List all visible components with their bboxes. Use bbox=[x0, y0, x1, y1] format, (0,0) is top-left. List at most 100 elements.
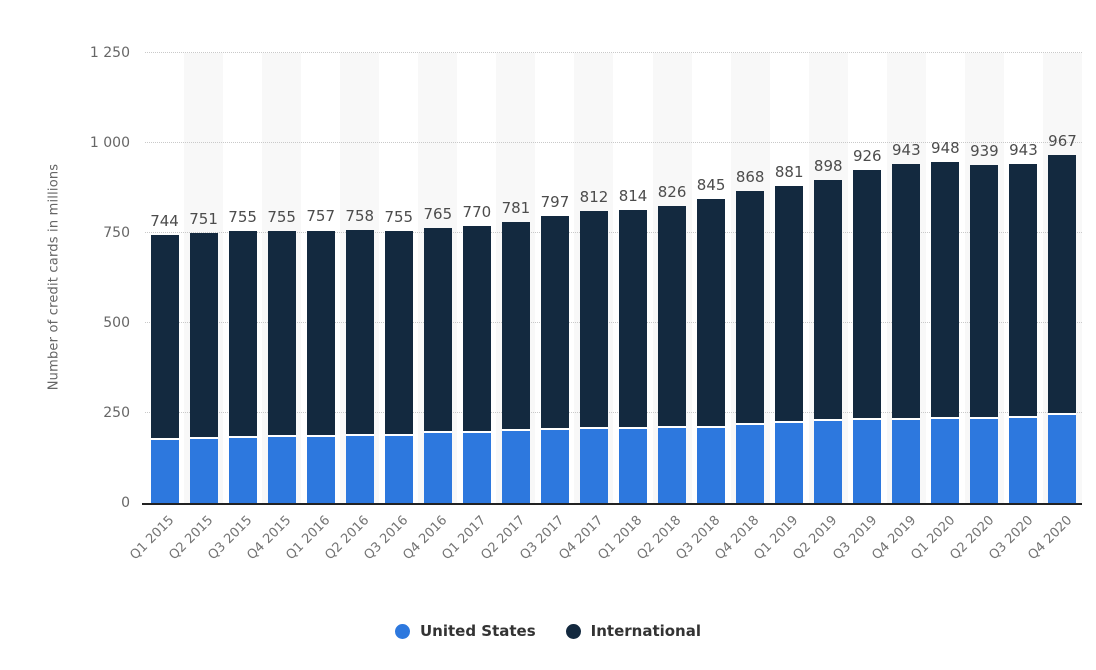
bar-group-q3-2018: 845 bbox=[697, 53, 725, 503]
bar-group-q3-2015: 755 bbox=[228, 53, 257, 503]
x-axis-line bbox=[142, 503, 1082, 505]
bar-segment-united-states[interactable] bbox=[384, 433, 413, 503]
bar-segment-united-states[interactable] bbox=[345, 433, 374, 503]
legend: United States International bbox=[0, 622, 1096, 640]
bar-group-q3-2017: 797 bbox=[541, 53, 569, 503]
bar-group-q1-2016: 757 bbox=[306, 53, 336, 503]
bar-segment-international[interactable] bbox=[970, 164, 999, 417]
bar-total-label: 943 bbox=[891, 140, 921, 159]
bar-segment-international[interactable] bbox=[345, 230, 374, 434]
bar-segment-international[interactable] bbox=[658, 205, 687, 426]
bar-total-label: 757 bbox=[306, 207, 336, 226]
bar-segment-united-states[interactable] bbox=[970, 416, 999, 503]
bar-group-q4-2019: 943 bbox=[891, 53, 921, 503]
bar-total-label: 881 bbox=[774, 162, 804, 181]
legend-item-united-states: United States bbox=[394, 622, 536, 640]
bar-segment-international[interactable] bbox=[462, 225, 491, 431]
bar-segment-international[interactable] bbox=[306, 230, 335, 435]
gridline bbox=[145, 232, 1082, 233]
bar-group-q4-2016: 765 bbox=[423, 53, 452, 503]
bar-segment-international[interactable] bbox=[697, 198, 726, 426]
bar-segment-international[interactable] bbox=[189, 232, 218, 438]
bar-segment-united-states[interactable] bbox=[892, 417, 921, 503]
bar-segment-international[interactable] bbox=[540, 216, 569, 428]
bar-group-q1-2015: 744 bbox=[150, 53, 179, 503]
bar-total-label: 812 bbox=[579, 187, 609, 206]
bar-segment-united-states[interactable] bbox=[775, 420, 804, 503]
bar-segment-united-states[interactable] bbox=[1048, 413, 1077, 503]
bar-segment-international[interactable] bbox=[814, 179, 843, 420]
bar-segment-international[interactable] bbox=[579, 210, 608, 427]
y-tick-label: 250 bbox=[103, 405, 130, 421]
bar-segment-united-states[interactable] bbox=[1009, 416, 1038, 503]
bar-group-q1-2017: 770 bbox=[463, 53, 491, 503]
bar-segment-international[interactable] bbox=[501, 221, 530, 429]
plot-area: 744 751 755 755 757 758 755 765 770 781 797 812 814 8… bbox=[142, 52, 1082, 505]
bar-segment-international[interactable] bbox=[775, 185, 804, 421]
bar-total-label: 898 bbox=[813, 156, 843, 175]
bar-total-label: 868 bbox=[735, 167, 765, 186]
bar-segment-united-states[interactable] bbox=[306, 434, 335, 503]
bar-total-label: 758 bbox=[345, 207, 375, 226]
bar-segment-united-states[interactable] bbox=[462, 431, 491, 503]
bar-total-label: 751 bbox=[189, 209, 218, 228]
bar-segment-international[interactable] bbox=[853, 169, 882, 419]
bar-segment-united-states[interactable] bbox=[423, 431, 452, 503]
bar-total-label: 755 bbox=[267, 208, 296, 227]
bar-group-q4-2018: 868 bbox=[736, 53, 764, 503]
gridline bbox=[145, 412, 1082, 413]
bar-segment-united-states[interactable] bbox=[931, 417, 960, 503]
bar-segment-united-states[interactable] bbox=[267, 434, 296, 503]
bar-segment-united-states[interactable] bbox=[697, 425, 726, 503]
bar-total-label: 948 bbox=[931, 138, 960, 157]
bar-segment-international[interactable] bbox=[892, 163, 921, 418]
bar-segment-international[interactable] bbox=[1048, 154, 1077, 413]
bar-segment-united-states[interactable] bbox=[579, 426, 608, 503]
bar-segment-international[interactable] bbox=[619, 209, 648, 427]
bar-segment-united-states[interactable] bbox=[189, 437, 218, 503]
gridline bbox=[145, 322, 1082, 323]
bar-total-label: 845 bbox=[696, 175, 726, 194]
bar-group-q3-2020: 943 bbox=[1009, 53, 1038, 503]
bar-segment-international[interactable] bbox=[150, 235, 179, 438]
bar-total-label: 967 bbox=[1048, 131, 1077, 150]
bar-segment-united-states[interactable] bbox=[736, 422, 765, 503]
bar-total-label: 797 bbox=[540, 193, 570, 212]
bar-group-q1-2020: 948 bbox=[931, 53, 960, 503]
legend-label-united-states: United States bbox=[419, 622, 536, 640]
bar-segment-united-states[interactable] bbox=[228, 435, 257, 503]
bar-total-label: 770 bbox=[462, 202, 492, 221]
bar-total-label: 744 bbox=[150, 212, 179, 231]
gridline bbox=[145, 52, 1082, 53]
bar-total-label: 814 bbox=[618, 186, 648, 205]
legend-dot-united-states-icon bbox=[394, 623, 410, 639]
gridline bbox=[145, 142, 1082, 143]
bar-segment-international[interactable] bbox=[1009, 163, 1038, 417]
y-tick-label: 0 bbox=[121, 495, 130, 511]
bar-segment-international[interactable] bbox=[384, 231, 413, 434]
bar-group-q4-2017: 812 bbox=[580, 53, 608, 503]
y-tick-label: 500 bbox=[103, 315, 130, 331]
bar-segment-international[interactable] bbox=[931, 161, 960, 418]
bar-segment-united-states[interactable] bbox=[501, 428, 530, 503]
y-tick-label: 750 bbox=[103, 225, 130, 241]
bar-segment-united-states[interactable] bbox=[150, 437, 179, 503]
bar-segment-international[interactable] bbox=[423, 227, 452, 432]
bar-group-q2-2016: 758 bbox=[345, 53, 375, 503]
bar-segment-international[interactable] bbox=[228, 231, 257, 436]
bar-segment-united-states[interactable] bbox=[658, 425, 687, 503]
y-axis-ticks: 0 250 500 750 1 000 1 250 bbox=[0, 0, 130, 670]
bar-total-label: 939 bbox=[970, 141, 999, 160]
y-tick-label: 1 000 bbox=[89, 135, 130, 151]
legend-dot-international-icon bbox=[565, 623, 581, 639]
bar-segment-united-states[interactable] bbox=[619, 426, 648, 503]
bar-segment-united-states[interactable] bbox=[814, 419, 843, 503]
bar-total-label: 781 bbox=[501, 198, 531, 217]
bar-segment-united-states[interactable] bbox=[540, 427, 569, 503]
bar-segment-united-states[interactable] bbox=[853, 418, 882, 503]
bar-segment-international[interactable] bbox=[267, 231, 296, 435]
bar-segment-international[interactable] bbox=[736, 190, 765, 423]
bar-group-q2-2017: 781 bbox=[502, 53, 530, 503]
